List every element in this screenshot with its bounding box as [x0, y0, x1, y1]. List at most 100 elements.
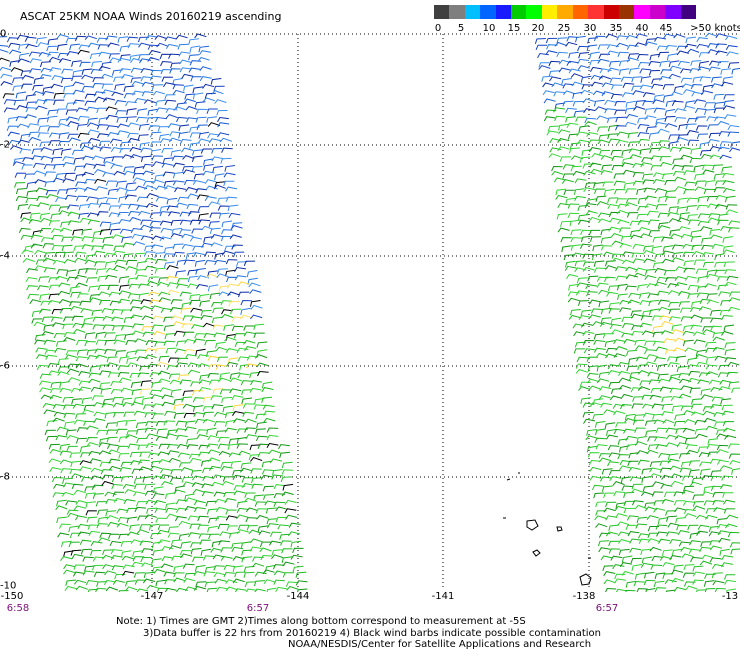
wind-barb — [609, 395, 623, 401]
wind-barb — [617, 203, 630, 209]
wind-barb — [155, 517, 167, 523]
wind-barb — [25, 43, 38, 49]
wind-barb — [84, 565, 95, 572]
wind-barb — [202, 411, 214, 418]
wind-barb — [624, 107, 636, 115]
wind-barb — [47, 126, 59, 132]
time-label: 6:57 — [246, 603, 270, 614]
wind-barb — [99, 532, 111, 538]
wind-barb — [223, 491, 235, 498]
wind-barb — [622, 322, 634, 329]
wind-barb — [646, 449, 659, 455]
wind-barb — [701, 237, 712, 244]
wind-barb — [38, 276, 50, 283]
wind-barb — [122, 570, 135, 576]
wind-barb — [175, 420, 188, 426]
wind-barb — [607, 461, 619, 467]
wind-barb — [649, 141, 661, 148]
wind-barb — [112, 234, 125, 240]
wind-barb — [208, 533, 220, 540]
wind-barb — [44, 349, 57, 355]
wind-barb — [74, 187, 87, 193]
wind-barb — [85, 579, 98, 586]
wind-barb — [216, 356, 229, 363]
wind-barb — [166, 197, 178, 205]
wind-barb — [696, 43, 709, 49]
wind-barb — [118, 203, 131, 209]
wind-barb — [213, 332, 226, 338]
wind-barb — [603, 188, 615, 196]
wind-barb — [215, 346, 228, 352]
wind-barb — [124, 189, 136, 196]
wind-barb — [133, 410, 146, 416]
wind-barb — [141, 315, 155, 321]
wind-barb — [105, 106, 118, 112]
wind-barb — [6, 125, 19, 131]
wind-barb — [188, 532, 200, 538]
wind-barb — [40, 217, 53, 223]
wind-barb — [586, 356, 598, 362]
wind-barb — [161, 394, 174, 400]
wind-barb — [145, 499, 158, 505]
wind-barb — [108, 205, 120, 211]
wind-barb — [684, 418, 697, 424]
wind-barb — [257, 452, 270, 458]
wind-barb — [120, 325, 133, 331]
wind-barb — [598, 457, 612, 463]
wind-barb — [707, 138, 720, 144]
wind-barb — [634, 427, 646, 433]
wind-barb — [720, 484, 732, 490]
wind-barb — [578, 315, 591, 321]
wind-barb — [115, 110, 127, 116]
wind-barb — [170, 469, 182, 475]
wind-barb — [614, 100, 626, 107]
wind-barb — [687, 377, 701, 383]
wind-barb — [92, 564, 104, 571]
wind-barb — [57, 366, 70, 372]
wind-barb — [281, 556, 293, 564]
wind-barb — [713, 107, 725, 114]
wind-barb — [215, 430, 227, 437]
wind-barb — [618, 68, 630, 76]
wind-barb — [625, 188, 637, 194]
wind-barb — [653, 500, 665, 506]
wind-barb — [720, 398, 731, 405]
wind-barb — [186, 203, 199, 210]
wind-barb — [157, 378, 171, 384]
wind-barb — [175, 499, 188, 505]
wind-barb — [157, 370, 171, 376]
wind-barb — [654, 572, 666, 580]
wind-barb — [50, 381, 62, 389]
lat-label: -8 — [0, 471, 10, 483]
wind-barb — [691, 300, 702, 308]
wind-barb — [58, 210, 71, 215]
wind-barb — [177, 43, 189, 50]
wind-barb — [58, 140, 70, 147]
wind-barb — [272, 469, 283, 476]
wind-barb — [87, 524, 99, 530]
wind-barb — [575, 290, 588, 296]
wind-barb — [119, 45, 131, 52]
wind-barb — [8, 139, 21, 145]
wind-barb — [147, 363, 160, 370]
wind-barb — [142, 476, 154, 483]
wind-barb — [655, 524, 668, 530]
wind-barb — [661, 474, 674, 480]
wind-barb — [250, 300, 261, 307]
wind-barb — [46, 420, 58, 427]
wind-barb — [624, 121, 637, 127]
wind-barb — [707, 203, 720, 209]
wind-barb — [242, 403, 255, 409]
wind-barb — [608, 524, 620, 531]
wind-barb — [104, 348, 116, 355]
wind-barb — [190, 307, 203, 313]
wind-barb — [575, 35, 586, 43]
wind-barb — [161, 76, 173, 82]
wind-barb — [695, 354, 708, 359]
wind-barb — [81, 85, 94, 92]
wind-barb — [717, 146, 730, 152]
wind-barb — [214, 173, 225, 181]
wind-barb — [691, 244, 703, 251]
wind-barb — [104, 491, 117, 497]
wind-barb — [159, 236, 172, 242]
